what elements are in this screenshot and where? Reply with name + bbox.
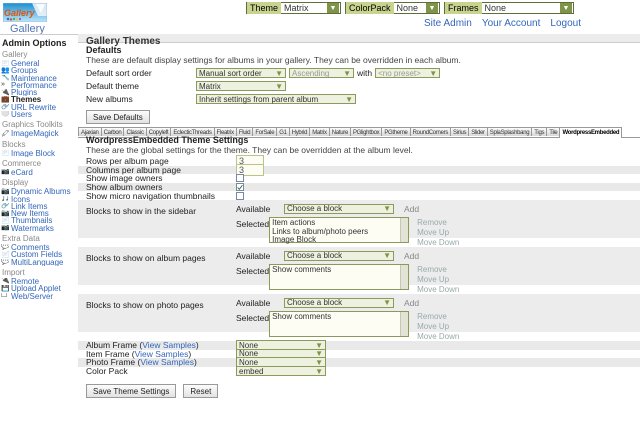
svg-text:Gallery: Gallery bbox=[4, 8, 36, 18]
